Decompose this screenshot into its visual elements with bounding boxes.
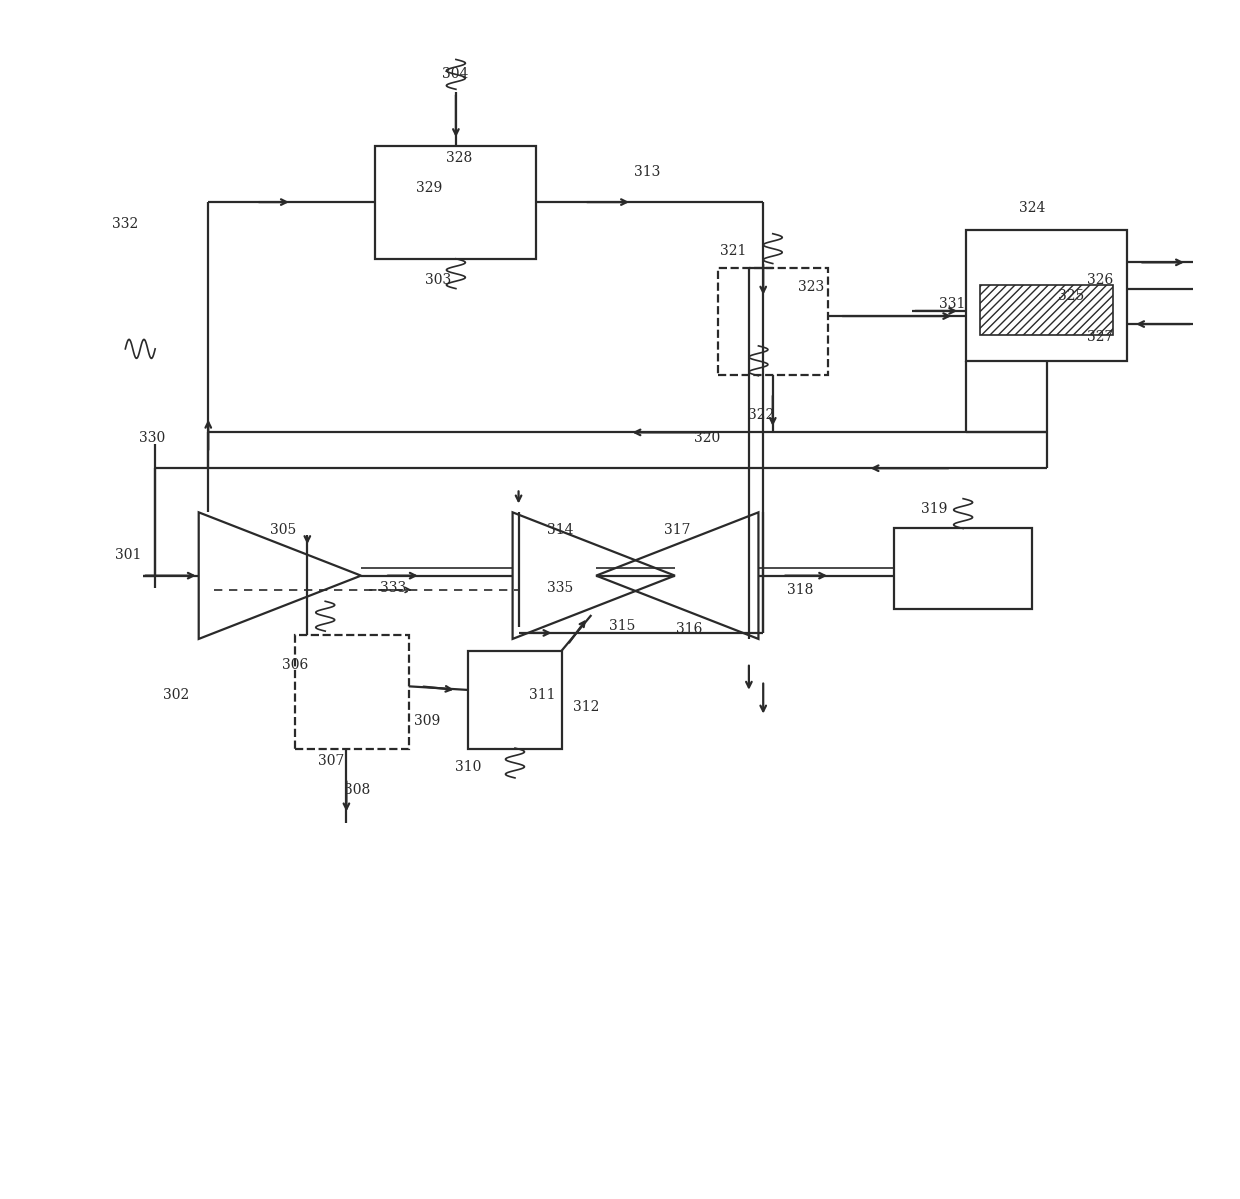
Bar [295, 635, 409, 748]
Text: 303: 303 [425, 272, 451, 287]
Text: 332: 332 [112, 217, 138, 230]
Bar [894, 528, 1032, 609]
Text: 323: 323 [797, 279, 825, 294]
Text: 304: 304 [443, 67, 469, 82]
Text: 326: 326 [1086, 272, 1112, 287]
Bar [966, 229, 1127, 361]
Text: 301: 301 [115, 548, 141, 562]
Bar [376, 146, 537, 259]
Text: 313: 313 [635, 165, 661, 179]
Text: 331: 331 [939, 296, 965, 311]
Text: 322: 322 [748, 408, 774, 422]
Text: 328: 328 [445, 151, 472, 165]
Text: 302: 302 [162, 688, 190, 701]
Text: 325: 325 [1058, 289, 1084, 303]
Text: 316: 316 [676, 622, 702, 637]
Text: 333: 333 [381, 580, 407, 595]
Text: 324: 324 [1018, 201, 1045, 215]
Text: 335: 335 [547, 580, 573, 595]
Text: 320: 320 [694, 432, 720, 445]
Text: 305: 305 [270, 523, 296, 537]
Bar [718, 267, 827, 375]
Text: 321: 321 [720, 245, 746, 258]
Text: 330: 330 [139, 432, 165, 445]
Text: 314: 314 [547, 523, 574, 537]
Text: 317: 317 [665, 523, 691, 537]
Text: 315: 315 [609, 619, 636, 633]
Text: 319: 319 [920, 502, 947, 516]
Text: 318: 318 [787, 583, 813, 597]
Text: 329: 329 [415, 181, 443, 194]
Text: 309: 309 [413, 715, 440, 728]
Text: 306: 306 [283, 658, 309, 673]
Text: 327: 327 [1086, 330, 1114, 344]
Text: 307: 307 [317, 754, 345, 767]
Text: 311: 311 [529, 688, 556, 701]
Bar [981, 284, 1112, 335]
Text: 312: 312 [573, 700, 600, 713]
Text: 310: 310 [455, 760, 481, 773]
Bar [469, 651, 562, 748]
Text: 308: 308 [345, 783, 371, 797]
